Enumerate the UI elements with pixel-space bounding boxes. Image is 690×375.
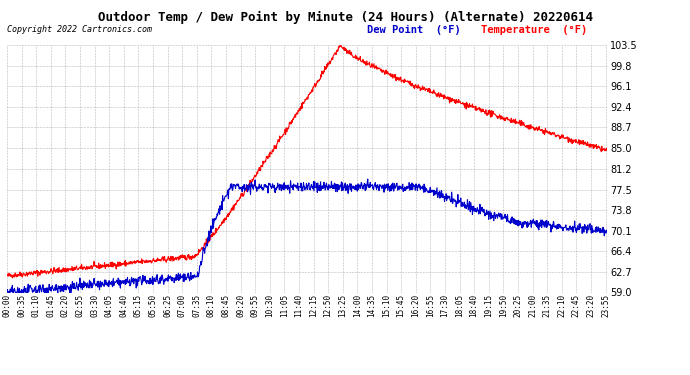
Text: Dew Point  (°F): Dew Point (°F): [367, 25, 461, 35]
Text: Outdoor Temp / Dew Point by Minute (24 Hours) (Alternate) 20220614: Outdoor Temp / Dew Point by Minute (24 H…: [97, 11, 593, 24]
Text: Copyright 2022 Cartronics.com: Copyright 2022 Cartronics.com: [7, 25, 152, 34]
Text: Temperature  (°F): Temperature (°F): [481, 25, 587, 35]
